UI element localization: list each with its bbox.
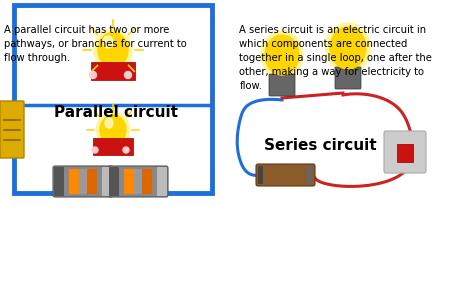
- FancyBboxPatch shape: [256, 164, 315, 186]
- Ellipse shape: [98, 33, 128, 68]
- FancyBboxPatch shape: [335, 67, 361, 89]
- Bar: [69, 169, 79, 194]
- Text: A parallel circuit has two or more
pathways, or branches for current to
flow thr: A parallel circuit has two or more pathw…: [4, 25, 187, 63]
- Ellipse shape: [94, 29, 132, 71]
- Ellipse shape: [326, 23, 371, 73]
- Bar: [258, 166, 263, 184]
- Bar: [124, 169, 134, 194]
- Ellipse shape: [125, 72, 131, 79]
- FancyBboxPatch shape: [53, 166, 113, 197]
- FancyBboxPatch shape: [54, 167, 64, 196]
- Bar: [14, 5, 212, 193]
- Bar: [134, 169, 142, 194]
- FancyBboxPatch shape: [157, 167, 167, 196]
- Bar: [307, 166, 312, 184]
- Ellipse shape: [123, 147, 129, 153]
- FancyBboxPatch shape: [108, 166, 168, 197]
- Bar: [142, 169, 152, 194]
- Ellipse shape: [330, 27, 366, 69]
- Ellipse shape: [92, 147, 98, 153]
- FancyBboxPatch shape: [102, 167, 112, 196]
- Text: Series circuit: Series circuit: [264, 138, 376, 153]
- Bar: [397, 144, 413, 162]
- Text: Parallel circuit: Parallel circuit: [54, 104, 178, 120]
- Ellipse shape: [103, 36, 113, 48]
- Ellipse shape: [90, 72, 97, 79]
- Text: A series circuit is an electric circuit in
which components are connected
togeth: A series circuit is an electric circuit …: [239, 25, 432, 91]
- Ellipse shape: [97, 111, 129, 148]
- Bar: [87, 169, 97, 194]
- Bar: [79, 169, 87, 194]
- Ellipse shape: [105, 118, 113, 128]
- Ellipse shape: [265, 35, 299, 75]
- FancyBboxPatch shape: [0, 101, 24, 158]
- FancyBboxPatch shape: [384, 131, 426, 173]
- Ellipse shape: [100, 115, 126, 145]
- Bar: [91, 62, 135, 80]
- Ellipse shape: [261, 31, 303, 79]
- Bar: [93, 138, 133, 155]
- FancyBboxPatch shape: [109, 167, 119, 196]
- FancyBboxPatch shape: [269, 74, 295, 96]
